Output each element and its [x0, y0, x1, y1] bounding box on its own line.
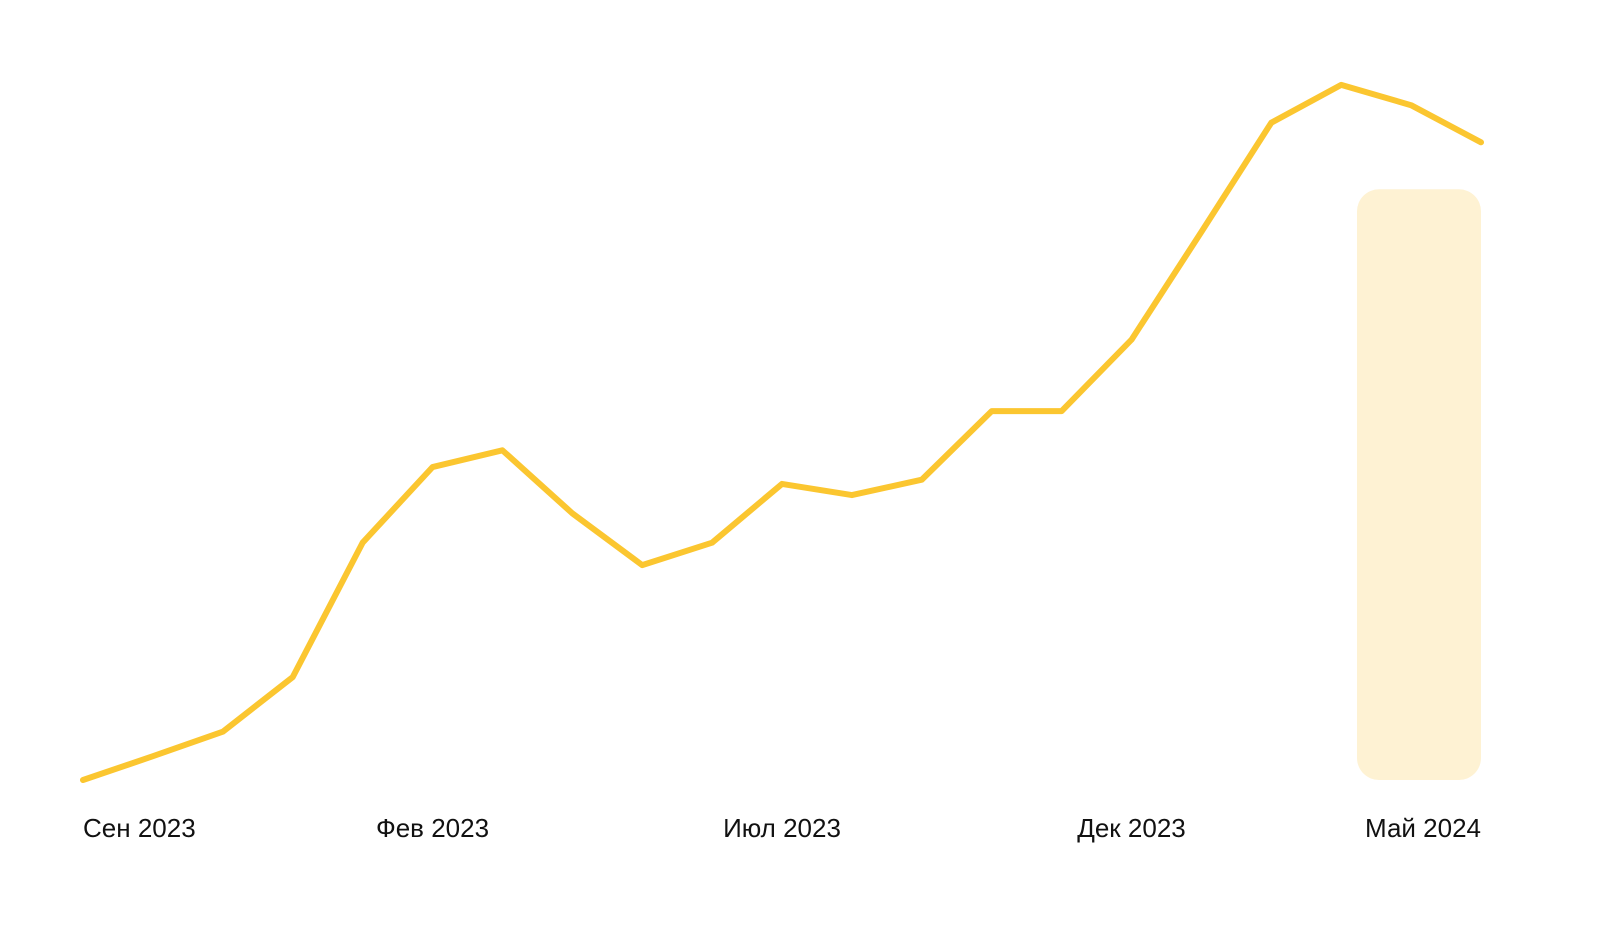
x-tick-label: Дек 2023 — [1077, 813, 1186, 843]
x-tick-label: Сен 2023 — [83, 813, 196, 843]
x-tick-label: Май 2024 — [1365, 813, 1481, 843]
line — [80, 81, 1484, 783]
x-tick-label: Июл 2023 — [723, 813, 841, 843]
x-tick-label: Фев 2023 — [376, 813, 489, 843]
highlight-band — [1357, 189, 1481, 781]
